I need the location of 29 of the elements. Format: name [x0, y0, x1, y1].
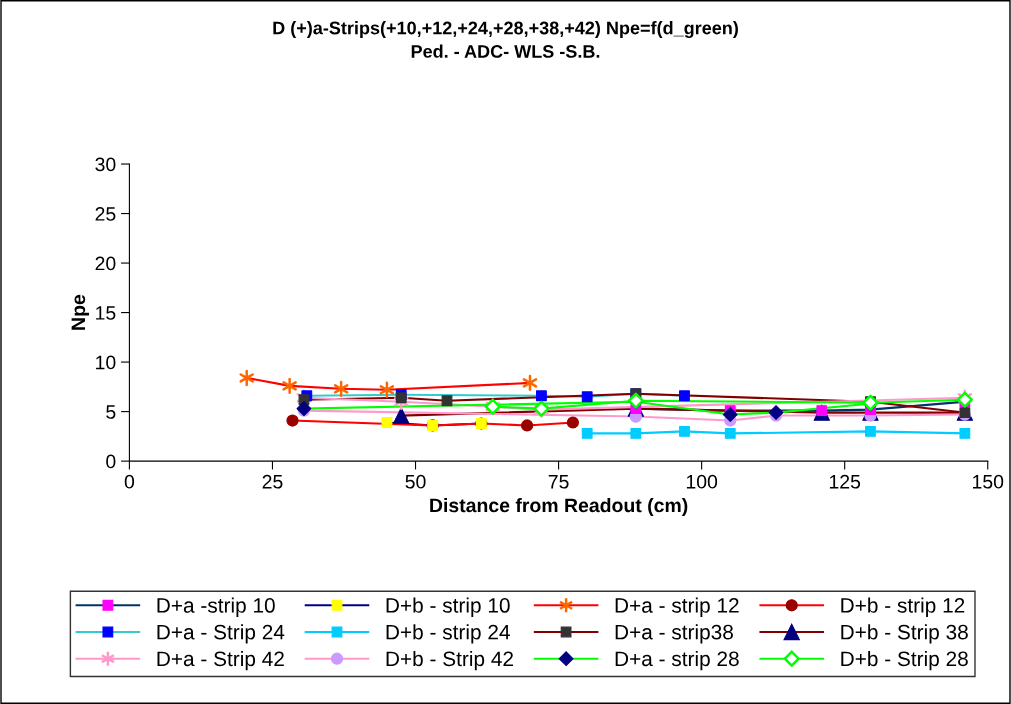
legend-label: D+b - Strip 28 — [841, 650, 968, 671]
legend-label: D+a - strip 28 — [615, 650, 739, 671]
y-tick-label: 30 — [95, 157, 116, 172]
y-tick-label: 15 — [96, 306, 116, 320]
x-tick-label: 0 — [124, 474, 135, 489]
y-tick-label: 25 — [95, 207, 116, 221]
legend-label: D+a - Strip 42 — [157, 650, 284, 671]
x-tick-label: 125 — [829, 474, 861, 489]
x-tick-label: 150 — [973, 474, 1004, 489]
y-tick-label: 10 — [96, 355, 116, 370]
legend-label: D+b - strip 12 — [841, 597, 965, 617]
legend-label: D+a - strip 12 — [615, 597, 739, 617]
x-tick-label: 50 — [405, 474, 426, 489]
legend-label: D+a -strip 10 — [157, 597, 275, 617]
legend-label: D+a - strip38 — [615, 624, 733, 644]
x-tick-label: 25 — [262, 474, 283, 489]
legend-label: D+a - Strip 24 — [157, 624, 285, 644]
y-tick-label: 5 — [106, 405, 116, 419]
y-tick-label: 0 — [106, 454, 116, 469]
x-tick-label: 100 — [686, 474, 718, 489]
y-axis-title: Npe — [71, 294, 90, 330]
legend-label: D+b - Strip 38 — [841, 624, 968, 644]
legend-label: D+b - Strip 42 — [386, 650, 513, 671]
x-axis-title: Distance from Readout (cm) — [430, 498, 688, 517]
legend-label: D+b - strip 10 — [386, 597, 510, 617]
legend-label: D+b - strip 24 — [386, 624, 510, 644]
x-tick-label: 75 — [548, 475, 569, 489]
chart-title: D (+)a-Strips(+10,+12,+24,+28,+38,+42) Npe=f(d_green) Ped. - ADC- WLS -S.B. — [273, 21, 738, 58]
y-tick-label: 20 — [95, 256, 116, 271]
